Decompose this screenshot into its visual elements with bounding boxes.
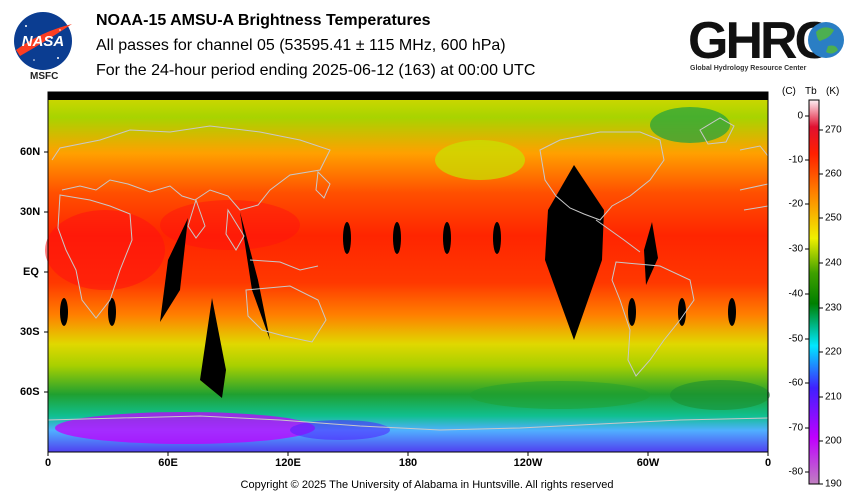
lat-label-30n: 30N — [20, 206, 41, 218]
lon-ticks — [47, 452, 769, 456]
lat-ticks — [44, 151, 48, 393]
colorbar-k-label: 200 — [825, 435, 842, 447]
colorbar-c-label: -60 — [788, 377, 803, 389]
colorbar-c-label: -30 — [788, 243, 803, 255]
center-label: MSFC — [30, 71, 59, 82]
lon-label-0-right: 0 — [764, 457, 772, 469]
colorbar-c-label: -20 — [788, 198, 803, 210]
lon-label-180: 180 — [398, 457, 418, 469]
nasa-logo: NASA — [14, 12, 72, 70]
lon-label-0-left: 0 — [44, 457, 52, 469]
colorbar — [808, 99, 820, 485]
period-subtitle: For the 24-hour period ending 2025-06-12… — [96, 62, 536, 79]
colorbar-k-label: 250 — [825, 212, 842, 224]
colorbar-k-label: 230 — [825, 302, 842, 314]
lon-label-60w: 60W — [636, 457, 660, 469]
colorbar-k-label: 240 — [825, 257, 842, 269]
colorbar-header-tb: Tb — [805, 86, 817, 97]
colorbar-header-celsius: (C) — [782, 86, 796, 97]
channel-subtitle: All passes for channel 05 (53595.41 ± 11… — [96, 37, 506, 54]
copyright-notice: Copyright © 2025 The University of Alaba… — [240, 479, 614, 491]
colorbar-k-label: 190 — [825, 478, 842, 490]
colorbar-k-label: 210 — [825, 391, 842, 403]
ghrc-full-name: Global Hydrology Resource Center — [690, 65, 807, 72]
colorbar-header-kelvin: (K) — [826, 86, 840, 97]
colorbar-c-label: 0 — [797, 110, 803, 122]
lon-label-60e: 60E — [158, 457, 178, 469]
colorbar-ticks — [805, 115, 823, 485]
lat-label-30s: 30S — [20, 326, 40, 338]
coastlines — [47, 117, 769, 431]
colorbar-k-label: 220 — [825, 346, 842, 358]
colorbar-c-label: -80 — [788, 466, 803, 478]
colorbar-k-label: 260 — [825, 168, 842, 180]
lat-label-60s: 60S — [20, 386, 40, 398]
colorbar-k-label: 270 — [825, 124, 842, 136]
lon-label-120w: 120W — [513, 457, 543, 469]
lat-label-eq: EQ — [23, 266, 39, 278]
lat-label-60n: 60N — [20, 146, 41, 158]
nasa-logo-text: NASA — [22, 33, 65, 50]
colorbar-c-label: -40 — [788, 288, 803, 300]
data-gaps — [48, 92, 768, 398]
page-title: NOAA-15 AMSU-A Brightness Temperatures — [96, 12, 431, 29]
lon-label-120e: 120E — [275, 457, 301, 469]
ghrc-logo: GHRC — [688, 12, 844, 70]
colorbar-c-label: -50 — [788, 333, 803, 345]
colorbar-c-label: -70 — [788, 422, 803, 434]
colorbar-c-label: -10 — [788, 154, 803, 166]
